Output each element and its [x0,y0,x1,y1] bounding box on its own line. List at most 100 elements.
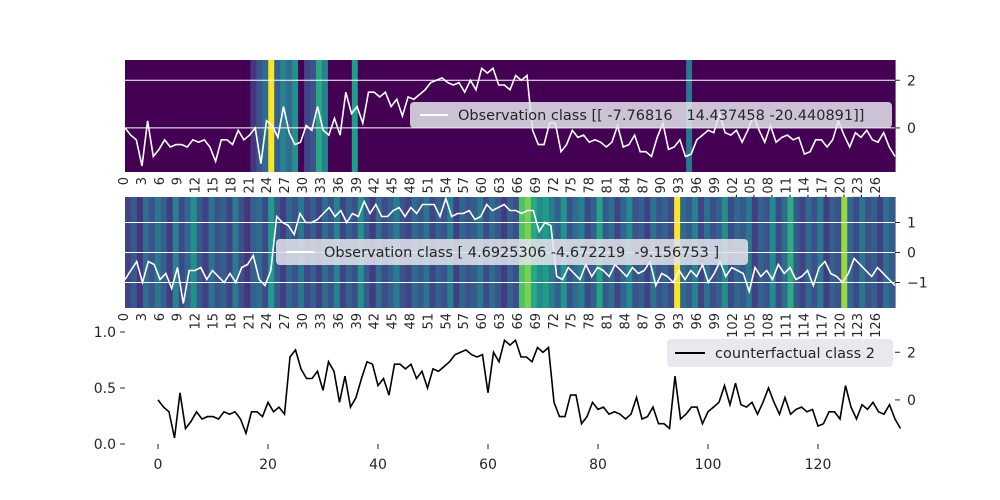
legend-box [410,102,892,128]
heat-cell [262,60,269,172]
x-tick-label: 9 [171,313,186,321]
x-tick-label: 30 [296,313,311,330]
x-tick-label: 99 [708,313,723,330]
x-tick-label: 6 [153,177,168,185]
heat-cell [172,60,180,172]
x-tick-label: 108 [762,313,777,338]
x-tick-label: 40 [369,457,387,473]
heat-cell [184,60,192,172]
heat-cell [375,60,383,172]
heat-cell [202,60,210,172]
x-tick-label: 78 [583,177,598,194]
x-tick-label: 87 [636,313,651,330]
x-tick-label: 81 [600,177,615,194]
heat-cell [280,60,287,172]
x-tick-label: 105 [744,313,759,338]
x-tick-label: 117 [815,313,830,338]
x-tick-label: 84 [618,177,633,194]
heat-cell [220,60,228,172]
y-tick-label-left: 0.0 [94,437,116,453]
x-tick-label: 72 [547,177,562,194]
x-tick-label: 96 [690,313,705,330]
heat-cell [238,60,245,172]
x-tick-label: 111 [780,313,795,338]
heat-cell [387,60,395,172]
x-tick-label: 15 [207,177,222,194]
x-tick-label: 30 [296,177,311,194]
series-line [124,195,896,304]
heat-cell [148,60,156,172]
x-tick-label: 120 [833,313,848,338]
heat-cell [327,60,335,172]
y-tick-label: 1 [907,216,916,232]
x-tick-label: 93 [672,177,687,194]
heat-cell [226,60,234,172]
heat-cell [190,60,198,172]
x-tick-label: 126 [869,177,884,202]
x-tick-label: 36 [332,313,347,330]
x-tick-label: 69 [529,313,544,330]
x-tick-label: 102 [726,313,741,338]
x-tick-label: 114 [797,177,812,202]
x-tick-label: 21 [242,313,257,330]
x-tick-label: 48 [403,177,418,194]
x-tick-label: 72 [547,313,562,330]
heat-cell [889,60,896,172]
x-tick-label: 45 [386,177,401,194]
x-tick-label: 102 [726,177,741,202]
x-tick-label: 51 [421,177,436,194]
heat-cell [178,60,186,172]
x-tick-label: 63 [493,177,508,194]
x-tick-label: 108 [762,177,777,202]
heat-cell [321,60,329,172]
x-tick-label: 0 [117,313,132,321]
x-tick-label: 57 [457,177,472,194]
x-tick-label: 63 [493,313,508,330]
heat-cell [393,60,401,172]
x-tick-label: 51 [421,313,436,330]
heatmap-panel-top: 200 3 6 9 12 15 18 21 24 27 30 33 36 39 42 45 48 51 54 57 60… [117,60,916,202]
x-tick-label: 114 [797,313,812,338]
heat-cell [232,60,240,172]
y-tick-label-left: 0.5 [94,381,116,397]
heat-cell [268,60,275,172]
heat-cell [244,60,251,172]
x-tick-label: 42 [368,177,383,194]
x-tick-label: 6 [153,313,168,321]
x-tick-label: 69 [529,177,544,194]
heat-cell [160,60,168,172]
heat-cell [196,60,204,172]
heat-cell [214,60,222,172]
x-tick-label: 3 [135,313,150,321]
x-tick-label: 39 [350,313,365,330]
x-tick-label: 48 [403,313,418,330]
x-tick-label: 120 [833,177,848,202]
heat-cell [256,60,263,172]
x-tick-label: 3 [135,177,150,185]
x-tick-label: 66 [511,177,526,194]
y-tick-label: 0 [907,121,916,137]
heat-cell [125,60,132,172]
x-tick-label: 42 [368,313,383,330]
x-tick-label: 117 [815,177,830,202]
heat-cell [351,60,359,172]
x-tick-label: 87 [636,177,651,194]
series-line [124,66,896,167]
x-tick-label: 66 [511,313,526,330]
x-tick-label: 45 [386,313,401,330]
x-tick-label: 15 [207,313,222,330]
x-tick-label: 90 [654,313,669,330]
heat-cell [333,60,341,172]
heat-cell [381,60,389,172]
heat-cell [298,60,305,172]
heat-cell [154,60,162,172]
x-tick-label: 24 [260,177,275,194]
legend-box [276,239,748,265]
heat-cell [405,60,413,172]
heat-cell [142,60,150,172]
x-tick-label: 93 [672,313,687,330]
heat-cell [286,60,293,172]
legend-box [667,339,893,367]
heat-cell [166,60,174,172]
